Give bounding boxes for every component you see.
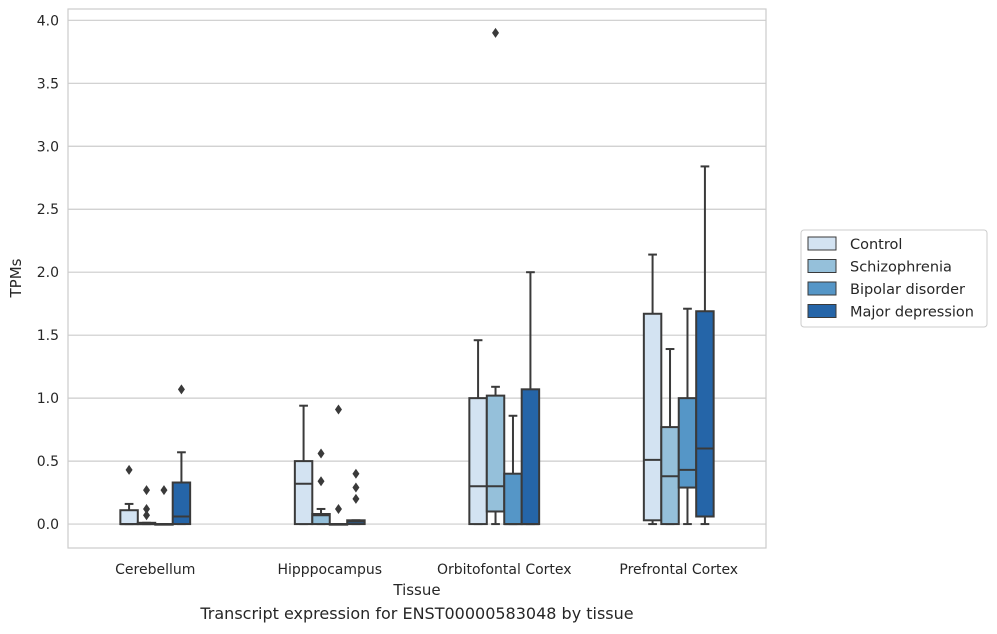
outlier-point — [317, 448, 325, 459]
y-tick-label: 0.0 — [37, 517, 59, 533]
outlier-point — [177, 384, 185, 395]
plot-area — [67, 8, 767, 549]
box-2-3 — [520, 271, 541, 526]
legend: Control Schizophrenia Bipolar disorder Majo… — [800, 229, 988, 328]
box-0-2 — [154, 485, 174, 526]
box-groups — [119, 27, 715, 526]
box-body — [293, 460, 314, 526]
box-3-3 — [695, 165, 715, 526]
box-body — [520, 388, 541, 526]
outlier-point — [334, 404, 342, 415]
legend-label: Schizophrenia — [850, 260, 952, 276]
legend-label: Major depression — [850, 305, 974, 321]
x-tick-label: Orbitofontal Cortex — [437, 562, 572, 578]
box-body — [468, 397, 488, 526]
box-body — [677, 397, 698, 489]
y-tick-label: 2.0 — [37, 265, 59, 281]
outlier-point — [125, 464, 133, 475]
legend-label: Bipolar disorder — [850, 282, 965, 298]
y-tick-label: 0.5 — [37, 454, 59, 470]
y-tick-label: 3.0 — [37, 139, 59, 155]
y-tick-label: 1.0 — [37, 391, 59, 407]
x-tick-label: Prefrontal Cortex — [619, 562, 738, 578]
y-tick-label: 1.5 — [37, 328, 59, 344]
box-body — [503, 472, 523, 526]
x-axis-label: Tissue — [392, 581, 440, 599]
box-3-0 — [642, 253, 663, 526]
box-body — [695, 310, 715, 518]
y-tick-label: 3.5 — [37, 76, 59, 92]
box-body — [485, 394, 506, 513]
box-2-1 — [485, 27, 506, 526]
legend-swatch — [807, 236, 837, 251]
y-tick-label: 2.5 — [37, 202, 59, 218]
outlier-point — [160, 485, 168, 496]
legend-swatch — [807, 281, 837, 296]
outlier-point — [352, 482, 360, 493]
outlier-point — [143, 503, 151, 514]
outlier-point — [143, 485, 151, 496]
box-body — [119, 509, 139, 526]
legend-label: Control — [850, 237, 902, 253]
legend-swatch — [807, 259, 837, 273]
outlier-point — [143, 510, 151, 521]
outlier-point — [317, 476, 325, 487]
outlier-point — [352, 468, 360, 479]
box-3-1 — [660, 348, 680, 526]
box-body — [642, 312, 663, 522]
box-2-0 — [468, 339, 488, 526]
box-0-1 — [136, 485, 157, 526]
y-tick-label: 4.0 — [37, 13, 59, 29]
grid-lines — [68, 19, 766, 525]
box-1-3 — [346, 468, 366, 526]
x-tick-label: Cerebellum — [115, 562, 195, 578]
outlier-point — [492, 27, 500, 38]
box-3-2 — [677, 307, 698, 526]
legend-frame — [800, 229, 988, 328]
box-2-2 — [503, 414, 523, 526]
box-1-1 — [311, 448, 331, 526]
box-0-0 — [119, 464, 139, 526]
outlier-point — [334, 503, 342, 514]
outlier-point — [352, 493, 360, 504]
figure-caption: Transcript expression for ENST0000058304… — [200, 604, 634, 623]
box-body — [171, 481, 192, 526]
x-axis-ticks: Cerebellum Hipppocampus Orbitofontal Corte… — [115, 562, 738, 578]
box-body — [311, 512, 331, 526]
box-1-2 — [328, 404, 349, 526]
legend-swatch — [807, 304, 837, 318]
y-axis-ticks: 0.0 0.5 1.0 1.5 2.0 2.5 3.0 3.5 4.0 — [37, 13, 59, 533]
y-axis-label: TPMs — [7, 258, 25, 298]
x-tick-label: Hipppocampus — [277, 562, 382, 578]
box-0-3 — [171, 384, 192, 526]
box-1-0 — [293, 404, 314, 526]
